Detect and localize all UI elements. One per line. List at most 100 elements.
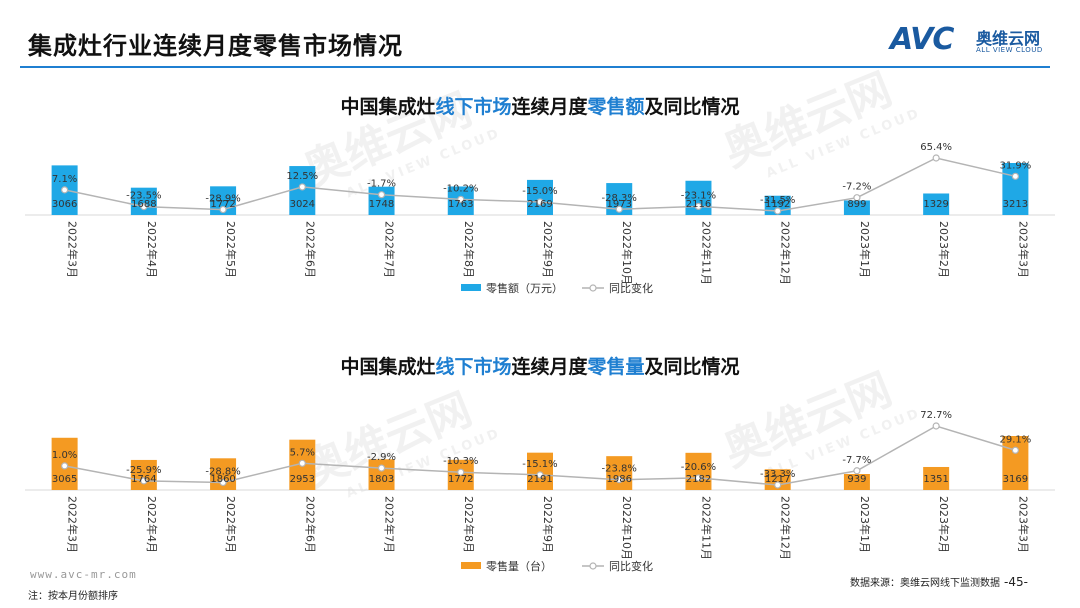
bar [1002,163,1029,215]
yoy-point [615,476,623,484]
bar-value-label: 1688 [131,199,156,210]
yoy-label: 29.1% [999,434,1031,445]
category-label: 2022年9月 [541,221,555,278]
yoy-label: -2.9% [367,452,396,463]
yoy-label: -1.7% [367,179,396,190]
bar-value-label: 3024 [290,199,315,210]
bar-value-label: 899 [847,199,866,210]
category-label: 2023年3月 [1016,221,1030,278]
category-label: 2022年11月 [699,221,713,285]
bar-value-label: 2169 [527,199,552,210]
yoy-point [694,474,703,482]
legend-bar-swatch [461,562,481,569]
page-number: -45- [1004,575,1028,589]
bar-value-label: 1772 [448,474,473,485]
yoy-label: -23.8% [602,464,637,475]
yoy-point [774,207,782,215]
yoy-point [219,478,227,487]
yoy-label: -10.2% [443,183,478,194]
yoy-label: -20.6% [681,462,716,473]
category-label: 2022年9月 [541,496,555,553]
bar [606,456,633,490]
bar-value-label: 939 [847,474,866,485]
yoy-point [536,471,544,479]
category-label: 2022年7月 [383,221,397,278]
yoy-label: 31.9% [999,160,1031,171]
bar-value-label: 1803 [369,474,394,485]
data-source: 数据来源：奥维云网线下监测数据 -45- [850,575,1028,589]
chart-title-volume: 中国集成灶线下市场连续月度零售量及同比情况 [340,356,740,378]
yoy-label: -31.5% [760,195,795,206]
bar-value-label: 1772 [210,199,235,210]
bar-value-label: 2116 [686,199,711,210]
bar [368,459,395,490]
bar-value-label: 1763 [448,199,473,210]
bar [923,466,950,490]
yoy-point [615,205,623,213]
legend-line-label: 同比变化 [609,281,653,295]
yoy-point [377,191,386,199]
yoy-point [1011,446,1019,454]
yoy-label: -33.3% [760,469,795,480]
sales-value-chart: 2022年3月 2022年4月 2022年5月 2022年6月 2022年7月 2022年… [25,142,1055,295]
yoy-point [61,462,69,470]
yoy-point [298,183,306,191]
bar [685,452,712,490]
yoy-label: -7.2% [842,182,871,193]
category-label: 2022年3月 [66,496,80,553]
yoy-point [457,195,465,203]
yoy-label: -10.3% [443,456,478,467]
bar-value-label: 1973 [607,199,632,210]
yoy-point [377,464,386,472]
yoy-label: -15.0% [522,186,557,197]
category-label: 2023年1月 [858,496,872,553]
yoy-point [932,422,940,430]
legend-line-marker [589,562,597,570]
bar [130,459,157,490]
legend-bar-label: 零售额（万元） [486,281,563,295]
bar-value-label: 1860 [210,474,235,485]
category-label: 2023年2月 [937,221,951,278]
legend-line-marker [589,284,597,292]
yoy-point [536,198,544,206]
yoy-point [298,459,306,467]
category-label: 2022年3月 [66,221,80,278]
category-label: 2023年3月 [1016,496,1030,553]
yoy-point [932,154,940,162]
sales-volume-chart: 2022年3月 2022年4月 2022年5月 2022年6月 2022年7月 2022年… [25,410,1055,573]
bar-value-label: 1748 [369,199,394,210]
yoy-label: 72.7% [920,410,952,421]
yoy-label: -28.3% [602,193,637,204]
yoy-point [853,467,861,475]
category-label: 2022年5月 [224,221,238,278]
logo-english-name: ALL VIEW CLOUD [976,46,1043,54]
yoy-point [853,194,861,202]
chart-title-sales: 中国集成灶线下市场连续月度零售额及同比情况 [340,96,740,118]
yoy-label: -23.1% [681,190,716,201]
bar-value-label: 1192 [765,199,790,210]
category-label: 2022年6月 [303,496,317,553]
legend-bar-swatch [461,284,481,291]
yoy-label: -7.7% [842,455,871,466]
yoy-point [219,205,227,214]
category-label: 2022年4月 [145,496,159,553]
category-label: 2022年10月 [620,496,634,560]
bar [923,193,950,215]
category-label: 2022年8月 [462,221,476,278]
yoy-label: -28.8% [205,466,240,477]
yoy-point [774,481,782,489]
yoy-label: 7.1% [52,174,77,185]
footnote: 注：按本月份额排序 [28,591,118,602]
bar-value-label: 2182 [686,474,711,485]
bar [130,187,157,215]
yoy-label: -23.5% [126,191,161,202]
bar-value-label: 3066 [52,199,77,210]
avc-logo: AVC 奥维云网 ALL VIEW CLOUD [890,22,1060,58]
yoy-label: 1.0% [52,450,77,461]
yoy-point [61,186,69,194]
bar-value-label: 1764 [131,474,156,485]
bar-value-label: 2953 [290,474,315,485]
yoy-point [140,477,148,485]
bar [1002,436,1029,490]
yoy-label: -25.9% [126,465,161,476]
